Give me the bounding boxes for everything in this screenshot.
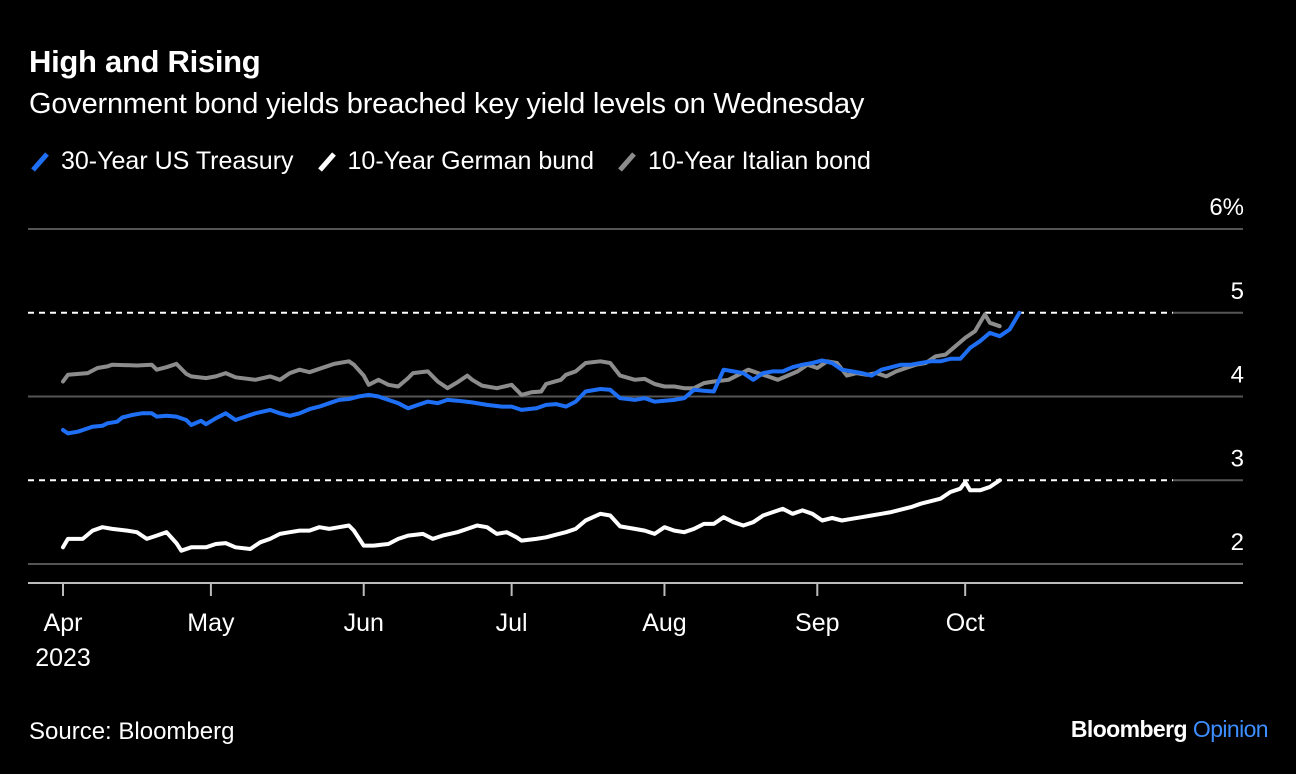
legend-label-bund10: 10-Year German bund xyxy=(347,147,594,175)
legend-item-bund10: 10-Year German bund xyxy=(316,147,594,176)
y-tick-label: 5 xyxy=(1231,278,1244,305)
brand-logo: Bloomberg Opinion xyxy=(1070,716,1269,743)
y-axis-labels: 6% 5 4 3 2 xyxy=(1209,194,1244,556)
legend-swatch-bund10 xyxy=(317,151,336,172)
legend-swatch-us30 xyxy=(31,151,49,172)
x-tick-label: May xyxy=(187,609,235,637)
series-line-bund10 xyxy=(61,478,1002,553)
y-tick-label: 6% xyxy=(1209,194,1244,221)
chart-subtitle: Government bond yields breached key yiel… xyxy=(29,88,865,120)
x-tick-label: Oct xyxy=(946,609,985,637)
x-axis: Apr 2023 May Jun Jul Aug Sep Oct xyxy=(28,582,1243,672)
y-tick-label: 4 xyxy=(1231,362,1244,389)
series-line-btp10 xyxy=(61,312,1002,397)
legend: 30-Year US Treasury 10-Year German bund … xyxy=(29,147,871,176)
legend-swatch-line xyxy=(317,151,336,172)
chart-title: High and Rising xyxy=(29,44,261,79)
x-tick-label: Jun xyxy=(344,609,384,637)
legend-swatch-line xyxy=(618,151,636,172)
series-lines xyxy=(61,310,1022,553)
grid-lines xyxy=(28,228,1243,566)
legend-swatch-line xyxy=(31,151,49,172)
legend-label-btp10: 10-Year Italian bond xyxy=(648,147,871,175)
legend-label-us30: 30-Year US Treasury xyxy=(61,147,294,175)
brand-name: Bloomberg xyxy=(1070,716,1188,742)
brand-section: Opinion xyxy=(1192,716,1269,742)
x-tick-sublabel: 2023 xyxy=(35,644,91,672)
x-tick-label: Aug xyxy=(642,609,686,637)
legend-swatch-btp10 xyxy=(618,151,636,172)
x-tick-label: Jul xyxy=(496,609,528,637)
series-line-us30 xyxy=(61,310,1022,436)
x-tick-label: Sep xyxy=(795,609,839,637)
line-chart: 6% 5 4 3 2 Apr 2023 May Jun Jul Aug Sep Oct xyxy=(28,194,1244,672)
legend-item-us30: 30-Year US Treasury xyxy=(29,147,294,176)
y-tick-label: 2 xyxy=(1231,529,1244,556)
x-tick-label: Apr xyxy=(44,609,83,637)
source-note: Source: Bloomberg xyxy=(29,718,235,745)
legend-item-btp10: 10-Year Italian bond xyxy=(616,147,871,176)
y-tick-label: 3 xyxy=(1231,445,1244,472)
